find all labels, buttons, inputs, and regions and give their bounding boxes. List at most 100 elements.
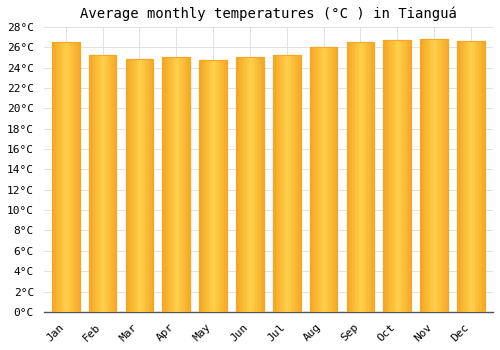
Bar [162,57,190,312]
Bar [407,40,408,312]
Bar [370,42,372,312]
Bar [205,61,206,312]
Bar [212,61,213,312]
Bar [182,57,183,312]
Bar [462,41,464,312]
Bar [149,60,150,312]
Bar [362,42,363,312]
Bar [442,39,444,312]
Bar [150,60,152,312]
Bar [426,39,427,312]
Bar [363,42,364,312]
Bar [148,60,149,312]
Bar [328,47,329,312]
Bar [410,40,411,312]
Bar [368,42,370,312]
Bar [254,57,256,312]
Bar [390,40,392,312]
Bar [175,57,176,312]
Bar [144,60,145,312]
Bar [291,55,292,312]
Bar [458,41,460,312]
Bar [402,40,403,312]
Bar [406,40,407,312]
Bar [424,39,426,312]
Bar [128,60,130,312]
Bar [434,39,436,312]
Bar [320,47,321,312]
Bar [106,55,108,312]
Bar [464,41,466,312]
Bar [210,61,212,312]
Bar [273,55,300,312]
Bar [110,55,111,312]
Bar [188,57,190,312]
Bar [146,60,148,312]
Bar [437,39,438,312]
Bar [70,42,71,312]
Bar [314,47,316,312]
Bar [126,60,154,312]
Bar [223,61,224,312]
Bar [310,47,311,312]
Bar [325,47,326,312]
Bar [127,60,128,312]
Bar [102,55,104,312]
Bar [168,57,170,312]
Bar [364,42,366,312]
Bar [63,42,64,312]
Bar [68,42,70,312]
Bar [152,60,154,312]
Bar [226,61,227,312]
Bar [131,60,132,312]
Bar [355,42,356,312]
Bar [200,61,227,312]
Bar [350,42,351,312]
Bar [136,60,138,312]
Bar [446,39,448,312]
Bar [298,55,299,312]
Bar [218,61,220,312]
Bar [72,42,74,312]
Bar [356,42,358,312]
Bar [384,40,411,312]
Bar [311,47,312,312]
Bar [90,55,92,312]
Bar [408,40,410,312]
Bar [312,47,314,312]
Bar [310,47,338,312]
Bar [76,42,77,312]
Bar [260,57,261,312]
Bar [179,57,180,312]
Bar [460,41,462,312]
Bar [165,57,166,312]
Bar [74,42,76,312]
Bar [252,57,254,312]
Bar [400,40,402,312]
Bar [239,57,240,312]
Bar [321,47,322,312]
Bar [482,41,484,312]
Bar [284,55,286,312]
Bar [250,57,252,312]
Bar [236,57,238,312]
Bar [288,55,290,312]
Bar [480,41,482,312]
Bar [476,41,478,312]
Bar [277,55,278,312]
Bar [200,61,227,312]
Bar [236,57,264,312]
Bar [261,57,262,312]
Bar [316,47,318,312]
Bar [468,41,469,312]
Bar [466,41,467,312]
Bar [108,55,110,312]
Bar [174,57,175,312]
Bar [93,55,94,312]
Bar [115,55,116,312]
Bar [441,39,442,312]
Bar [238,57,239,312]
Bar [246,57,247,312]
Bar [200,61,202,312]
Bar [440,39,441,312]
